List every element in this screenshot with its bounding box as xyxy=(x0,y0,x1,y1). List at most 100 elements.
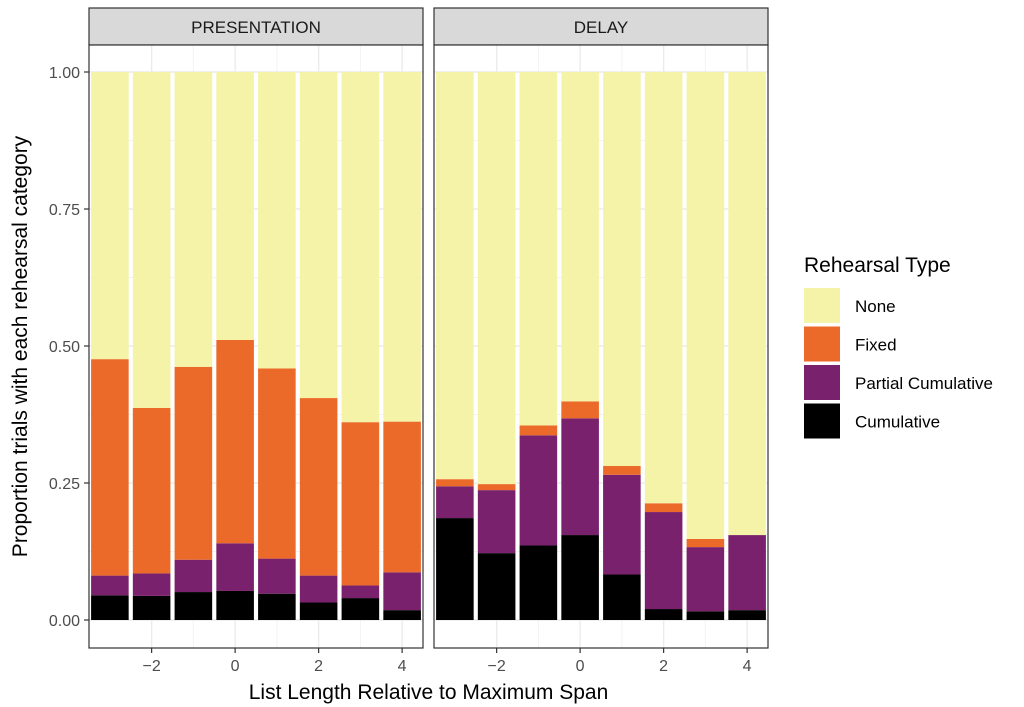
legend-swatch-fixed xyxy=(804,326,840,362)
bar-segment-partial-cumulative xyxy=(91,575,129,596)
bar-segment-cumulative xyxy=(216,590,254,620)
bar-segment-none xyxy=(216,72,254,340)
bar-segment-cumulative xyxy=(174,592,213,620)
y-tick-label: 0.75 xyxy=(49,202,80,219)
bar-segment-fixed xyxy=(341,422,380,586)
bar-segment-none xyxy=(436,72,474,480)
facet-panel-presentation: PRESENTATION −2 0 2 4 xyxy=(88,7,424,675)
bar-segment-cumulative xyxy=(603,574,641,620)
bar-segment-fixed xyxy=(299,398,338,576)
bar-segment-cumulative xyxy=(644,609,683,620)
legend-swatch-none xyxy=(804,288,840,323)
legend-swatch-cumulative xyxy=(804,403,840,439)
bar-segment-cumulative xyxy=(561,535,599,620)
bar-segment-cumulative xyxy=(91,595,129,620)
y-tick-label: 0.25 xyxy=(49,476,80,493)
facet-strip xyxy=(433,7,769,46)
bar-segment-cumulative xyxy=(341,598,380,620)
bar-segment-partial-cumulative xyxy=(174,559,213,593)
bar-segment-fixed xyxy=(561,401,599,419)
bar-segment-fixed xyxy=(603,466,641,475)
bar-segment-none xyxy=(644,72,683,504)
y-axis-title: Proportion trials with each rehearsal ca… xyxy=(9,135,32,557)
x-axis-title: List Length Relative to Maximum Span xyxy=(249,681,609,704)
x-tick-label: 0 xyxy=(576,658,585,675)
bar-segment-cumulative xyxy=(519,545,558,620)
bar-segment-fixed xyxy=(216,339,254,544)
x-tick-label: 4 xyxy=(743,658,752,675)
bar-segment-partial-cumulative xyxy=(561,418,599,536)
legend-swatch-partial-cumulative xyxy=(804,365,840,400)
bar-segment-partial-cumulative xyxy=(216,543,254,591)
bar-segment-cumulative xyxy=(299,602,338,620)
bar-segment-none xyxy=(519,72,558,426)
x-tick-label: 0 xyxy=(231,658,240,675)
bar-segment-partial-cumulative xyxy=(341,585,380,599)
legend-label: Fixed xyxy=(855,336,897,355)
legend-label: Cumulative xyxy=(855,413,940,432)
bar-segment-partial-cumulative xyxy=(299,575,338,603)
bar-segment-none xyxy=(299,72,338,399)
bar-segment-cumulative xyxy=(132,595,171,620)
y-axis: 0.00 0.25 0.50 0.75 1.00 xyxy=(49,65,89,630)
x-tick-label: 2 xyxy=(314,658,323,675)
plot-area: −2 0 2 4 xyxy=(88,44,424,675)
bar-segment-fixed xyxy=(91,359,129,576)
bar-segment-partial-cumulative xyxy=(383,572,421,611)
facet-strip xyxy=(88,7,424,46)
bar-segment-partial-cumulative xyxy=(477,490,516,554)
x-tick-label: 4 xyxy=(398,658,407,675)
bar-segment-partial-cumulative xyxy=(258,558,296,594)
bar-segment-partial-cumulative xyxy=(132,573,171,596)
legend-title: Rehearsal Type xyxy=(804,254,951,277)
bar-segment-none xyxy=(132,72,171,408)
bar-segment-none xyxy=(258,72,296,369)
legend: Rehearsal Type None Fixed Partial Cumulati… xyxy=(804,254,993,439)
bar-segment-cumulative xyxy=(383,610,421,620)
bar-segment-none xyxy=(91,72,129,360)
bar-segment-partial-cumulative xyxy=(519,435,558,546)
x-tick-label: −2 xyxy=(488,658,506,675)
x-tick-label: −2 xyxy=(143,658,161,675)
legend-label: None xyxy=(855,297,896,316)
bar-segment-fixed xyxy=(132,407,171,574)
panel-border xyxy=(433,44,769,649)
bar-segment-none xyxy=(341,72,380,423)
bar-segment-cumulative xyxy=(686,611,725,620)
legend-items: None Fixed Partial Cumulative Cumulative xyxy=(804,288,993,439)
facet-panel-delay: DELAY −2 0 2 4 xyxy=(433,7,769,675)
bar-segment-fixed xyxy=(519,425,558,436)
bar-segment-cumulative xyxy=(436,518,474,620)
bar-segment-none xyxy=(174,72,213,367)
bar-segment-none xyxy=(728,72,766,536)
bar-segment-fixed xyxy=(383,421,421,573)
x-tick-label: 2 xyxy=(659,658,668,675)
bar-segment-fixed xyxy=(436,479,474,487)
bar-segment-cumulative xyxy=(728,610,766,620)
y-tick-label: 0.00 xyxy=(49,613,80,630)
bar-segment-partial-cumulative xyxy=(603,474,641,575)
bar-segment-fixed xyxy=(258,368,296,559)
bar-segment-none xyxy=(686,72,725,539)
plot-area: −2 0 2 4 xyxy=(433,44,769,675)
facet-strip-label: PRESENTATION xyxy=(191,18,321,37)
bar-segment-none xyxy=(477,72,516,485)
bar-segment-partial-cumulative xyxy=(728,535,766,611)
bar-segment-fixed xyxy=(477,484,516,491)
y-tick-label: 1.00 xyxy=(49,65,80,82)
bar-segment-partial-cumulative xyxy=(686,547,725,612)
bar-segment-fixed xyxy=(686,538,725,548)
legend-label: Partial Cumulative xyxy=(855,374,993,393)
bar-segment-cumulative xyxy=(258,593,296,620)
bar-segment-fixed xyxy=(174,366,213,560)
bar-segment-fixed xyxy=(644,503,683,513)
y-tick-label: 0.50 xyxy=(49,339,80,356)
bar-segment-none xyxy=(561,72,599,402)
bar-segment-none xyxy=(603,72,641,467)
bar-segment-cumulative xyxy=(477,553,516,620)
facet-strip-label: DELAY xyxy=(574,18,629,37)
bar-segment-partial-cumulative xyxy=(436,486,474,519)
bar-segment-partial-cumulative xyxy=(644,512,683,610)
bar-segment-none xyxy=(383,72,421,422)
